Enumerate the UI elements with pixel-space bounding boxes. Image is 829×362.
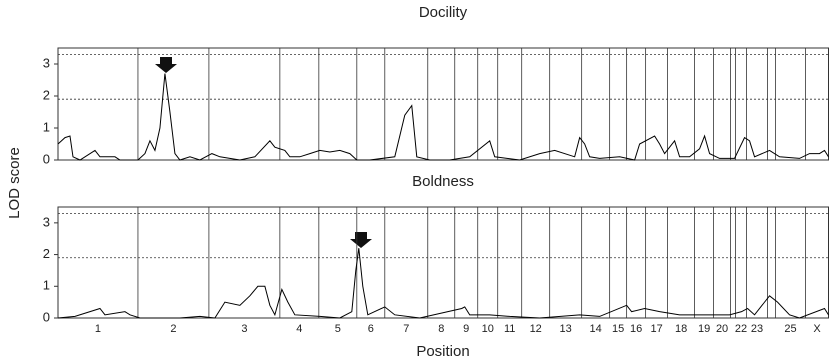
y-tick-label: 1 [43,278,50,293]
x-tick-label: 6 [368,323,374,335]
x-tick-label: 3 [241,323,247,335]
x-axis-label: Position [416,343,469,360]
x-tick-label: 9 [463,323,469,335]
x-tick-label: 1 [95,323,101,335]
x-tick-label: 10 [482,323,494,335]
x-tick-label: 16 [630,323,642,335]
x-tick-label: 22 [735,323,747,335]
y-tick-label: 1 [43,119,50,134]
y-tick-label: 2 [43,246,50,261]
x-tick-label: 17 [650,323,662,335]
y-tick-label: 3 [43,214,50,229]
x-tick-label: 5 [335,323,341,335]
x-tick-label: 12 [530,323,542,335]
x-tick-label: 25 [784,323,796,335]
plot-frame [57,206,829,319]
x-tick-label: 4 [296,323,302,335]
peak-arrow [350,232,372,248]
y-tick-label: 0 [43,151,50,166]
y-axis-label: LOD score [6,147,23,219]
x-tick-label: 23 [751,323,763,335]
peak-arrow [155,57,177,73]
x-tick-label: 8 [438,323,444,335]
x-tick-label: X [813,323,821,335]
panel-title: Boldness [412,173,474,190]
x-tick-label: 11 [504,323,515,335]
x-tick-label: 13 [560,323,572,335]
y-tick-label: 0 [43,309,50,324]
x-tick-label: 18 [675,323,687,335]
x-tick-label: 2 [170,323,176,335]
panel-title: Docility [419,4,468,21]
x-tick-label: 15 [612,323,624,335]
lod-line [57,248,829,319]
lod-line [57,73,829,161]
y-tick-label: 2 [43,87,50,102]
x-tick-label: 7 [403,323,409,335]
x-tick-label: 20 [716,323,728,335]
x-tick-label: 19 [698,323,710,335]
x-tick-label: 14 [590,323,602,335]
y-tick-label: 3 [43,55,50,70]
